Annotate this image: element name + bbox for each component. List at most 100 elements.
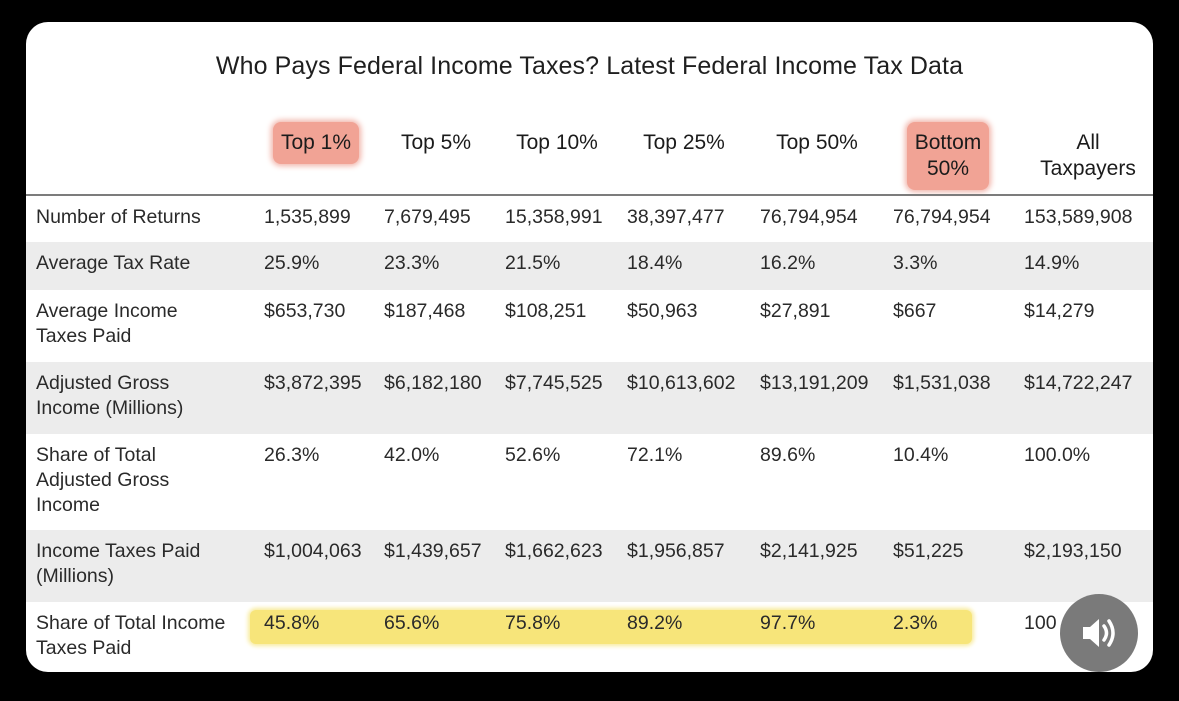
column-header-label: Top 50% (768, 122, 866, 164)
column-header: Bottom 50% (883, 122, 1013, 194)
table-row: Average Income Taxes Paid $653,730 $187,468… (26, 290, 1153, 362)
table-cell: $7,745,525 (505, 372, 603, 394)
table-cell: 16.2% (760, 252, 816, 274)
row-label-line: Income (36, 494, 100, 516)
table-cell: 100 (1024, 612, 1057, 634)
table-cell: 97.7% (760, 612, 816, 634)
table-row: Adjusted Gross Income (Millions) $3,872,39… (26, 362, 1153, 434)
column-header-line2: 50% (926, 157, 970, 180)
table-cell: 89.2% (627, 612, 683, 634)
column-header-line1: Top 1% (280, 131, 352, 154)
table-cell: $27,891 (760, 300, 831, 322)
column-header: All Taxpayers (1023, 122, 1153, 194)
table-cell: $1,004,063 (264, 540, 362, 562)
column-header-line1: Bottom (914, 131, 982, 154)
table-cell: $108,251 (505, 300, 587, 322)
table-cell: $14,722,247 (1024, 372, 1133, 394)
row-label-line: Share of Total Income (36, 612, 226, 634)
row-label: Average Tax Rate (36, 251, 190, 276)
table-cell: 38,397,477 (627, 206, 725, 228)
table-cell: 52.6% (505, 444, 561, 466)
column-header-label: All Taxpayers (1032, 122, 1144, 190)
table-cell: $14,279 (1024, 300, 1095, 322)
table-cell: 21.5% (505, 252, 561, 274)
table-cell: 15,358,991 (505, 206, 603, 228)
table-cell: $50,963 (627, 300, 698, 322)
table-row: Income Taxes Paid (Millions) $1,004,063 $1,… (26, 530, 1153, 602)
row-label-line: Average Tax Rate (36, 252, 191, 274)
column-header-line1: Top 25% (643, 131, 725, 154)
table-cell: 65.6% (384, 612, 440, 634)
table-cell: $3,872,395 (264, 372, 362, 394)
column-header-label: Top 25% (635, 122, 733, 164)
row-label-line: Number of Returns (36, 206, 201, 228)
table-cell: $2,193,150 (1024, 540, 1122, 562)
table-cell: $1,662,623 (505, 540, 603, 562)
row-label: Adjusted Gross Income (Millions) (36, 371, 183, 421)
table-row: Number of Returns 1,535,899 7,679,495 15,35… (26, 196, 1153, 242)
table-cell: 89.6% (760, 444, 816, 466)
sound-button[interactable] (1060, 594, 1138, 672)
row-label-line: Average Income (36, 300, 178, 322)
table-cell: 1,535,899 (264, 206, 351, 228)
table-cell: 10.4% (893, 444, 949, 466)
column-header: Top 5% (371, 122, 501, 194)
row-label-line: Taxes Paid (36, 637, 132, 659)
table-row: Average Tax Rate 25.9% 23.3% 21.5% 18.4% 16.2… (26, 242, 1153, 290)
table-cell: $10,613,602 (627, 372, 736, 394)
column-header-label: Top 5% (393, 122, 479, 164)
header-divider (26, 194, 1153, 196)
table-cell: 14.9% (1024, 252, 1080, 274)
table-cell: 72.1% (627, 444, 683, 466)
table-cell: $1,531,038 (893, 372, 991, 394)
highlight-share-taxes-row (250, 610, 972, 644)
table-cell: $6,182,180 (384, 372, 482, 394)
table-cell: $1,956,857 (627, 540, 725, 562)
table-card: Who Pays Federal Income Taxes? Latest Fe… (26, 22, 1153, 672)
table-cell: 3.3% (893, 252, 938, 274)
table-cell: 75.8% (505, 612, 561, 634)
column-header: Top 10% (492, 122, 622, 194)
column-header-line1: Top 5% (400, 131, 472, 154)
table-cell: 153,589,908 (1024, 206, 1133, 228)
row-label: Income Taxes Paid (Millions) (36, 539, 200, 589)
row-label: Number of Returns (36, 205, 201, 230)
row-label-line: Income Taxes Paid (36, 540, 201, 562)
table-cell: $653,730 (264, 300, 346, 322)
table-cell: 45.8% (264, 612, 320, 634)
table-cell: 42.0% (384, 444, 440, 466)
column-header-line1: All (1076, 131, 1100, 154)
table-cell: $51,225 (893, 540, 964, 562)
table-cell: 7,679,495 (384, 206, 471, 228)
column-header: Top 50% (752, 122, 882, 194)
row-label-line: Adjusted Gross (36, 372, 170, 394)
table-cell: 76,794,954 (760, 206, 858, 228)
row-label-line: Income (Millions) (36, 397, 184, 419)
table-cell: 100.0% (1024, 444, 1091, 466)
column-header: Top 1% (251, 122, 381, 194)
table-cell: 23.3% (384, 252, 440, 274)
column-header-line2: Taxpayers (1040, 157, 1136, 180)
table-cell: $667 (893, 300, 937, 322)
table-cell: $187,468 (384, 300, 466, 322)
column-header-line1: Top 10% (516, 131, 598, 154)
table-cell: $2,141,925 (760, 540, 858, 562)
table-cell: 25.9% (264, 252, 320, 274)
row-label: Share of Total Adjusted Gross Income (36, 443, 169, 518)
page-title: Who Pays Federal Income Taxes? Latest Fe… (215, 52, 964, 80)
column-header: Top 25% (619, 122, 749, 194)
row-label-line: Taxes Paid (36, 325, 132, 347)
row-label: Average Income Taxes Paid (36, 299, 178, 349)
column-header-label: Top 1% (272, 122, 360, 164)
table-cell: 76,794,954 (893, 206, 991, 228)
column-header-line1: Top 50% (776, 131, 858, 154)
row-label-line: Share of Total (36, 444, 156, 466)
speaker-volume-icon (1083, 619, 1115, 647)
column-header-label: Bottom 50% (906, 122, 990, 190)
row-label-line: Adjusted Gross (36, 469, 170, 491)
table-row: Share of Total Adjusted Gross Income 26.3% 4… (26, 434, 1153, 530)
table-cell: $1,439,657 (384, 540, 482, 562)
table-cell: $13,191,209 (760, 372, 869, 394)
row-label-line: (Millions) (36, 565, 114, 587)
column-header-label: Top 10% (508, 122, 606, 164)
